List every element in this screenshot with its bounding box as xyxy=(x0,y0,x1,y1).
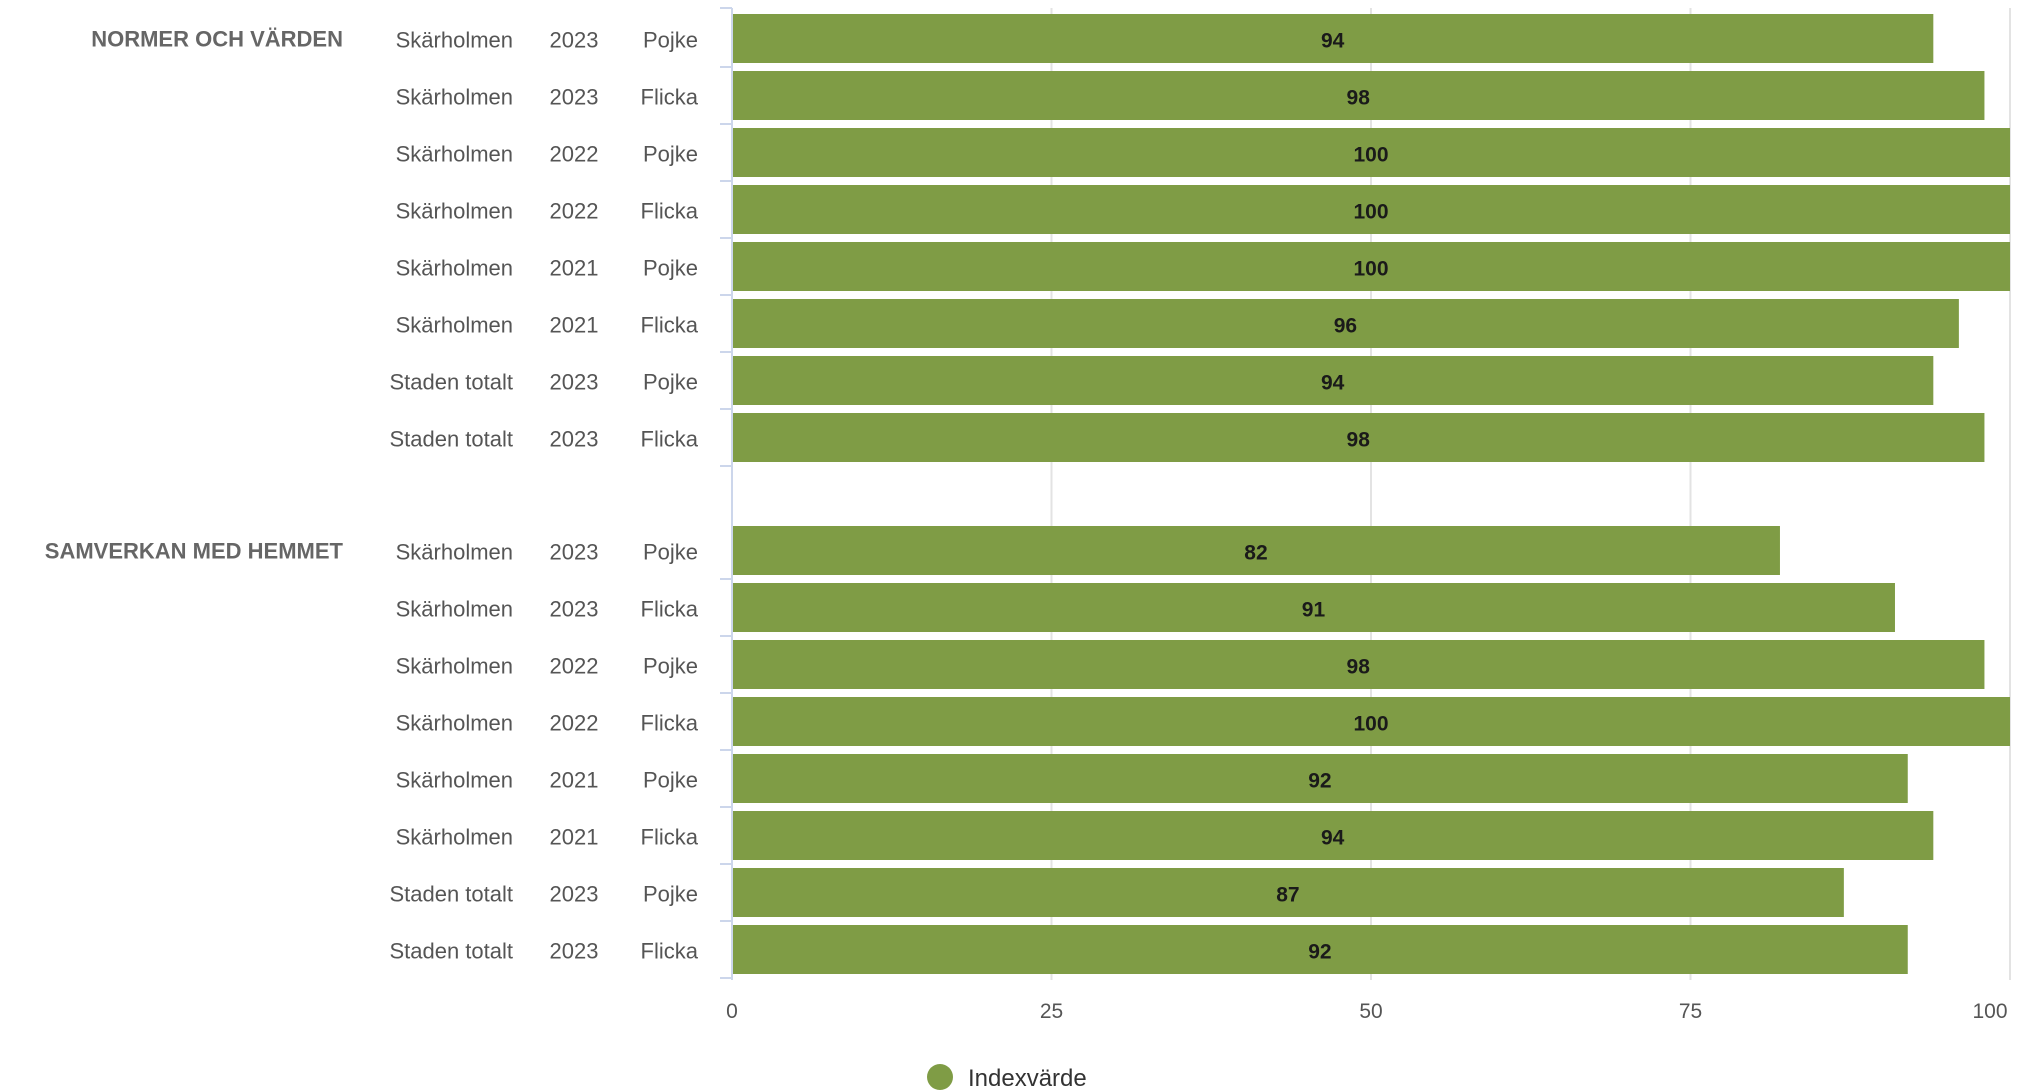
gender-label: Flicka xyxy=(641,85,699,110)
bar[interactable] xyxy=(732,754,1908,803)
area-label: Skärholmen xyxy=(396,313,513,338)
year-label: 2022 xyxy=(550,654,599,679)
bar[interactable] xyxy=(732,640,1985,689)
bar[interactable] xyxy=(732,71,1985,120)
area-label: Skärholmen xyxy=(396,256,513,281)
year-label: 2023 xyxy=(550,597,599,622)
data-label: 100 xyxy=(1353,258,1388,281)
data-label: 100 xyxy=(1353,201,1388,224)
year-label: 2023 xyxy=(550,939,599,964)
bar[interactable] xyxy=(732,925,1908,974)
area-label: Staden totalt xyxy=(389,882,513,907)
bar[interactable] xyxy=(732,299,1959,348)
x-tick-label: 100 xyxy=(1972,1000,2007,1023)
data-label: 91 xyxy=(1302,599,1326,622)
gender-label: Pojke xyxy=(643,540,698,565)
bar[interactable] xyxy=(732,697,2010,746)
year-label: 2023 xyxy=(550,882,599,907)
bars xyxy=(732,14,2010,974)
bar[interactable] xyxy=(732,526,1780,575)
year-label: 2023 xyxy=(550,540,599,565)
x-tick-label: 0 xyxy=(726,1000,738,1023)
category-labels: 94 Pojke 2023 Skärholmen NORMER OCH VÄRDEN 98… xyxy=(45,27,1389,964)
data-label: 94 xyxy=(1321,30,1345,53)
x-axis: 0 25 50 75 100 xyxy=(720,7,2008,1023)
gender-label: Pojke xyxy=(643,28,698,53)
bar[interactable] xyxy=(732,242,2010,291)
area-label: Skärholmen xyxy=(396,825,513,850)
area-label: Staden totalt xyxy=(389,370,513,395)
data-label: 92 xyxy=(1308,770,1331,793)
year-label: 2023 xyxy=(550,370,599,395)
gender-label: Pojke xyxy=(643,142,698,167)
bar[interactable] xyxy=(732,413,1985,462)
gender-label: Pojke xyxy=(643,256,698,281)
x-tick-label: 75 xyxy=(1679,1000,1702,1023)
gender-label: Flicka xyxy=(641,939,699,964)
area-label: Skärholmen xyxy=(396,85,513,110)
area-label: Staden totalt xyxy=(389,939,513,964)
x-tick-label: 25 xyxy=(1040,1000,1063,1023)
data-label: 87 xyxy=(1276,884,1299,907)
bar[interactable] xyxy=(732,185,2010,234)
legend-marker xyxy=(927,1064,953,1090)
data-label: 82 xyxy=(1244,542,1267,565)
gender-label: Pojke xyxy=(643,370,698,395)
gender-label: Pojke xyxy=(643,654,698,679)
x-tick-label: 50 xyxy=(1359,1000,1382,1023)
gender-label: Flicka xyxy=(641,427,699,452)
year-label: 2021 xyxy=(550,256,599,281)
area-label: Skärholmen xyxy=(396,199,513,224)
bar[interactable] xyxy=(732,356,1934,405)
gender-label: Flicka xyxy=(641,597,699,622)
area-label: Staden totalt xyxy=(389,427,513,452)
gender-label: Flicka xyxy=(641,313,699,338)
area-label: Skärholmen xyxy=(396,711,513,736)
data-label: 100 xyxy=(1353,144,1388,167)
data-label: 94 xyxy=(1321,372,1345,395)
year-label: 2023 xyxy=(550,85,599,110)
year-label: 2022 xyxy=(550,711,599,736)
area-label: Skärholmen xyxy=(396,142,513,167)
bar[interactable] xyxy=(732,14,1934,63)
bar[interactable] xyxy=(732,583,1895,632)
group-label: NORMER OCH VÄRDEN xyxy=(91,27,343,52)
group-label: SAMVERKAN MED HEMMET xyxy=(45,539,344,564)
data-label: 92 xyxy=(1308,941,1331,964)
data-label: 100 xyxy=(1353,713,1388,736)
area-label: Skärholmen xyxy=(396,768,513,793)
year-label: 2023 xyxy=(550,28,599,53)
bar[interactable] xyxy=(732,811,1934,860)
gender-label: Pojke xyxy=(643,768,698,793)
year-label: 2021 xyxy=(550,768,599,793)
area-label: Skärholmen xyxy=(396,654,513,679)
bar[interactable] xyxy=(732,868,1844,917)
gender-label: Pojke xyxy=(643,882,698,907)
year-label: 2021 xyxy=(550,313,599,338)
area-label: Skärholmen xyxy=(396,540,513,565)
area-label: Skärholmen xyxy=(396,28,513,53)
year-label: 2022 xyxy=(550,199,599,224)
year-label: 2021 xyxy=(550,825,599,850)
legend[interactable]: Indexvärde xyxy=(927,1064,1087,1091)
gender-label: Flicka xyxy=(641,711,699,736)
area-label: Skärholmen xyxy=(396,597,513,622)
data-label: 94 xyxy=(1321,827,1345,850)
legend-label-indexvarde[interactable]: Indexvärde xyxy=(968,1065,1087,1091)
year-label: 2023 xyxy=(550,427,599,452)
bar[interactable] xyxy=(732,128,2010,177)
year-label: 2022 xyxy=(550,142,599,167)
data-label: 96 xyxy=(1334,315,1357,338)
data-label: 98 xyxy=(1347,429,1371,452)
gender-label: Flicka xyxy=(641,825,699,850)
data-label: 98 xyxy=(1347,656,1371,679)
gender-label: Flicka xyxy=(641,199,699,224)
data-label: 98 xyxy=(1347,87,1371,110)
